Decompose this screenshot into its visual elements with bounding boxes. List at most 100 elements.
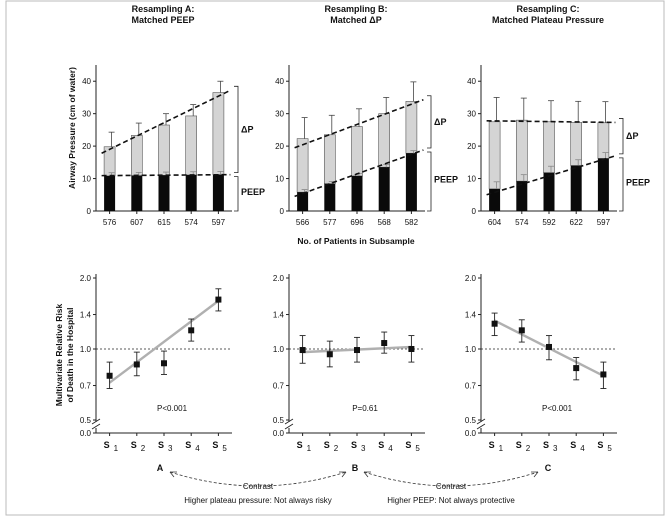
panel-a-peep-trend-line <box>101 173 231 177</box>
panel-b-dp-bar <box>323 134 336 185</box>
panel-a-peep-bar <box>185 174 197 211</box>
bottom-panel-a-x-tick-subscript: 3 <box>168 444 173 453</box>
panel-c-dp-bar <box>543 121 555 174</box>
panel-b-dp-bar <box>351 126 363 177</box>
bottom-panel-b-point <box>408 346 415 352</box>
bottom-panel-c-x-tick-label: S <box>570 440 576 450</box>
bottom-panel-a-point <box>188 327 195 334</box>
bottom-panel-c-axis-break <box>476 418 486 430</box>
bottom-panel-b-x-tick-subscript: 5 <box>415 444 420 453</box>
bottom-panel-b-x-tick-label: S <box>405 440 411 450</box>
bottom-panel-b-y-tick-label: 0.5 <box>273 416 285 425</box>
bottom-panel-a-point <box>106 372 113 379</box>
panel-a-dp-bar <box>185 115 197 176</box>
panel-c-x-tick-label: 604 <box>488 218 502 227</box>
panel-c-dp-bar <box>488 121 501 190</box>
bottom-panel-a-x-tick-label: S <box>158 440 164 450</box>
bottom-panel-c-x-tick-subscript: 5 <box>607 444 612 453</box>
panel-b-y-tick-label: 30 <box>275 110 284 119</box>
panel-c-x-tick-label: 592 <box>542 218 556 227</box>
panel-a-y-tick-label: 20 <box>82 142 91 151</box>
panel-letter-c: C <box>545 463 552 473</box>
bottom-panel-b-p-value: P=0.61 <box>352 404 378 413</box>
bottom-panel-c-y-tick-label: 1.0 <box>465 345 477 354</box>
panel-c-peep-trend-line <box>486 155 616 196</box>
panel-a-title: Resampling A: <box>132 4 195 14</box>
top-x-axis-label: No. of Patients in Subsample <box>297 236 414 246</box>
bottom-panel-a-point <box>161 360 167 367</box>
panel-c-title: Resampling C: <box>516 4 579 14</box>
panel-a-dp-bar <box>158 124 170 176</box>
bottom-panel-a-axis-break <box>91 418 101 430</box>
contrast-arrow-right-head-b <box>531 471 539 478</box>
bottom-panel-c-y-tick-label: 1.4 <box>465 311 477 320</box>
bottom-panel-b-x-tick-subscript: 3 <box>361 444 366 453</box>
bottom-panel-a-y-tick-label: 0.7 <box>80 382 92 391</box>
contrast-right-caption: Higher PEEP: Not always protective <box>387 496 515 505</box>
panel-a-peep-bar <box>104 175 116 211</box>
bottom-panel-c-x-tick-label: S <box>516 440 522 450</box>
bottom-panel-c-y-tick-label: 0.0 <box>465 429 477 438</box>
panel-a-y-tick-label: 30 <box>82 110 91 119</box>
panel-c-y-tick-label: 30 <box>467 110 476 119</box>
panel-a-peep-bracket <box>234 176 239 212</box>
panel-a-y-tick-label: 40 <box>82 77 91 86</box>
bottom-panel-a-x-tick-label: S <box>104 440 110 450</box>
bottom-panel-c-x-tick-subscript: 1 <box>499 444 504 453</box>
panel-a-x-tick-label: 597 <box>212 218 226 227</box>
contrast-left-caption: Higher plateau pressure: Not always risk… <box>184 496 332 505</box>
figure-frame <box>5 0 665 516</box>
panel-c-y-tick-label: 40 <box>467 77 476 86</box>
bottom-panel-b-x-tick-subscript: 1 <box>307 444 312 453</box>
panel-b-peep-bar <box>297 192 309 211</box>
bottom-panel-b-x-tick-subscript: 2 <box>334 444 339 453</box>
panel-c-subtitle: Matched Plateau Pressure <box>492 15 604 25</box>
panel-c-dp-bar <box>570 122 583 166</box>
panel-b-peep-bracket <box>427 151 432 212</box>
panel-a-x-tick-label: 574 <box>185 218 199 227</box>
bottom-panel-c-x-tick-label: S <box>489 440 495 450</box>
bottom-panel-b-point <box>354 347 360 354</box>
bottom-panel-a-point <box>215 296 222 303</box>
bottom-panel-a-y-tick-label: 0.5 <box>80 416 92 425</box>
bottom-panel-c-y-tick-label: 0.5 <box>465 416 477 425</box>
bottom-panel-c-point <box>518 327 525 334</box>
bottom-panel-a-y-tick-label: 1.0 <box>80 345 92 354</box>
panel-b-y-tick-label: 10 <box>275 175 284 184</box>
bottom-panel-c-y-tick-label: 0.7 <box>465 382 477 391</box>
panel-a-dp-bracket-label: ΔP <box>241 124 253 134</box>
panel-c-peep-bar <box>597 158 609 211</box>
contrast-arrow-left-head-b <box>339 471 347 478</box>
bottom-panel-b-y-tick-label: 1.4 <box>273 311 285 320</box>
bottom-panel-c-x-tick-subscript: 4 <box>580 444 585 453</box>
bottom-panel-c-x-tick-label: S <box>543 440 549 450</box>
bottom-panel-b-y-tick-label: 0.7 <box>273 382 285 391</box>
contrast-arrow-right-head-a <box>363 471 371 478</box>
bottom-panel-a-x-tick-subscript: 2 <box>141 444 146 453</box>
bottom-panel-c-y-tick-label: 2.0 <box>465 274 477 283</box>
panel-a-peep-bracket-label: PEEP <box>241 187 265 197</box>
panel-b-y-tick-label: 0 <box>280 207 285 216</box>
bottom-panel-a-fit-line <box>108 299 220 384</box>
bottom-panel-a-p-value: P<0.001 <box>157 404 188 413</box>
panel-c-peep-bar <box>570 165 582 211</box>
panel-c-peep-bar <box>516 181 528 211</box>
panel-b-title: Resampling B: <box>324 4 387 14</box>
bottom-panel-b-y-tick-label: 0.0 <box>273 429 285 438</box>
panel-c-y-tick-label: 20 <box>467 142 476 151</box>
bottom-panel-a-point <box>133 361 140 368</box>
bottom-panel-b-x-tick-subscript: 4 <box>388 444 393 453</box>
bottom-panel-b-y-tick-label: 2.0 <box>273 274 285 283</box>
panel-b-total-trend-line <box>294 98 424 149</box>
bottom-panel-b-y-tick-label: 1.0 <box>273 345 285 354</box>
contrast-left-label: Contrast <box>243 482 274 491</box>
panel-c-peep-bar <box>543 172 555 211</box>
panel-c-x-tick-label: 622 <box>570 218 584 227</box>
bottom-panel-a-x-tick-subscript: 1 <box>114 444 119 453</box>
panel-a-dp-bar <box>131 135 143 176</box>
panel-b-y-tick-label: 20 <box>275 142 284 151</box>
contrast-arrow-right <box>363 471 539 487</box>
panel-a-y-tick-label: 10 <box>82 175 91 184</box>
